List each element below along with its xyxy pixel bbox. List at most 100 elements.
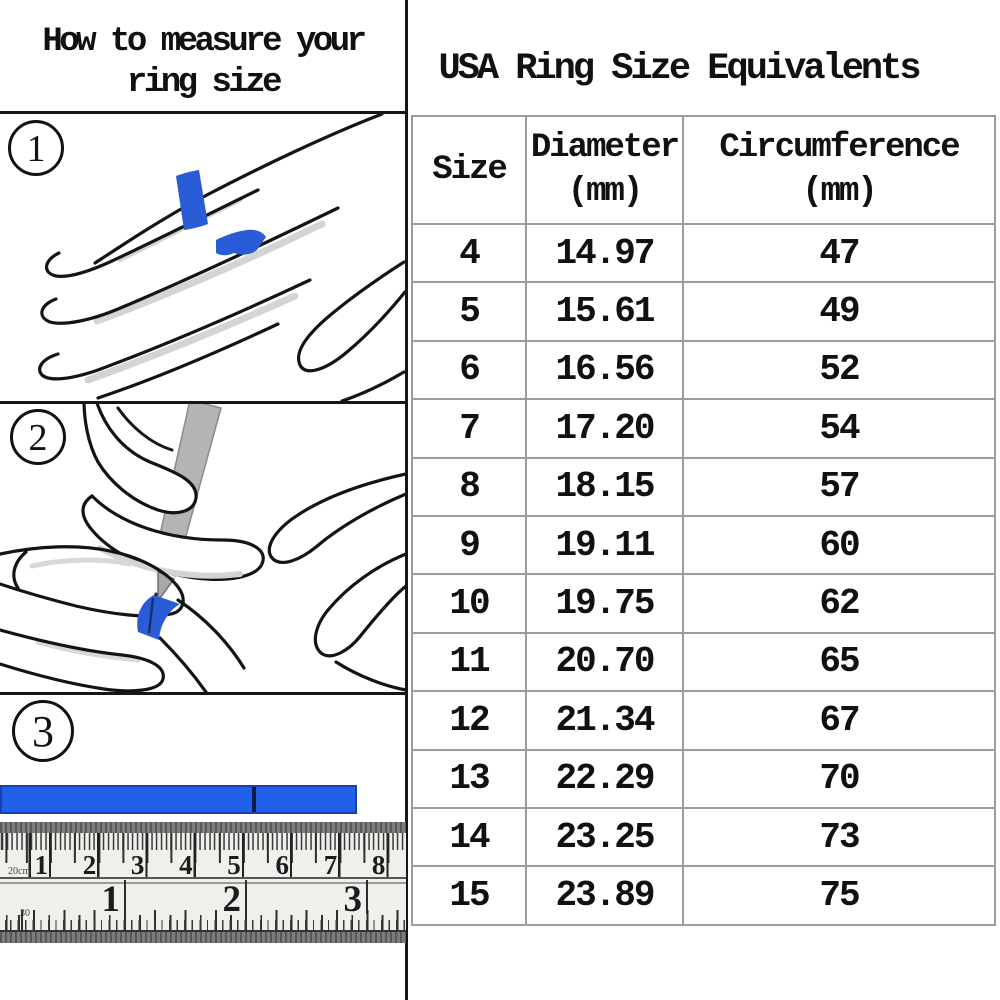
step3-number-badge: 3 xyxy=(12,700,74,762)
ruler-cm-number: 4 xyxy=(179,850,193,880)
cell-diameter: 18.15 xyxy=(525,456,684,517)
table-row: 9 19.11 60 xyxy=(411,514,996,576)
table-row: 13 22.29 70 xyxy=(411,748,996,809)
ruler-cm-ticks xyxy=(0,833,406,878)
cell-circumference: 60 xyxy=(682,514,996,576)
ruler-bottom-edge xyxy=(0,932,406,943)
cell-circumference: 75 xyxy=(682,865,996,926)
ring-size-table: Size Diameter (mm) Circumference (mm) 4 … xyxy=(411,115,996,926)
cell-circumference: 70 xyxy=(682,748,996,809)
cell-size: 12 xyxy=(411,690,527,751)
separator-line xyxy=(0,692,406,695)
ruler-cm-number: 7 xyxy=(323,850,338,880)
cell-circumference: 52 xyxy=(682,339,996,401)
cell-diameter: 20.70 xyxy=(525,631,684,693)
cell-diameter: 17.20 xyxy=(525,398,684,459)
lower-hand-shading xyxy=(29,557,141,663)
blue-ring-band xyxy=(137,595,180,640)
cell-size: 15 xyxy=(411,865,527,926)
step2-marking-strip-illustration xyxy=(0,404,406,692)
cell-diameter: 14.97 xyxy=(525,222,684,284)
ruler-cm-number: 2 xyxy=(82,850,97,880)
ruler-cm-number: 5 xyxy=(227,850,241,880)
panel-divider-line xyxy=(405,0,408,1000)
table-row: 10 19.75 62 xyxy=(411,573,996,634)
cell-size: 4 xyxy=(411,222,527,284)
left-title-line2: ring size xyxy=(126,64,283,102)
header-circumference-label: Circumference xyxy=(719,129,960,167)
holding-hand xyxy=(81,404,265,581)
ruler-divider-line xyxy=(0,882,406,884)
cell-diameter: 19.11 xyxy=(525,514,684,576)
header-circumference: Circumference (mm) xyxy=(682,115,996,225)
cell-size: 7 xyxy=(411,398,527,459)
table-row: 14 23.25 73 xyxy=(411,806,996,868)
cell-diameter: 23.89 xyxy=(525,865,684,926)
ruler-inch-mark xyxy=(244,880,247,914)
ruler-divider-line xyxy=(0,877,406,879)
cell-diameter: 23.25 xyxy=(525,806,684,868)
cell-size: 5 xyxy=(411,281,527,342)
cell-circumference: 47 xyxy=(682,222,996,284)
cell-diameter: 21.34 xyxy=(525,690,684,751)
ruler-cm-scale-label: 20cm xyxy=(8,866,31,877)
left-title-line1: How to measure your xyxy=(42,23,367,61)
ruler-inch-number: 3 xyxy=(343,879,363,920)
ruler-cm-number: 3 xyxy=(130,850,145,880)
blue-strip-flat xyxy=(0,785,357,814)
header-size: Size xyxy=(411,115,527,225)
header-diameter-label: Diameter xyxy=(530,129,680,167)
table-row: 11 20.70 65 xyxy=(411,631,996,693)
ruler-cm-number: 6 xyxy=(275,850,290,880)
cell-size: 6 xyxy=(411,339,527,401)
cell-size: 14 xyxy=(411,806,527,868)
header-size-label: Size xyxy=(432,151,508,189)
ruler-inch-number: 2 xyxy=(222,879,242,920)
cell-circumference: 62 xyxy=(682,573,996,634)
table-row: 12 21.34 67 xyxy=(411,690,996,751)
table-row: 6 16.56 52 xyxy=(411,339,996,401)
table-row: 5 15.61 49 xyxy=(411,281,996,342)
cell-size: 13 xyxy=(411,748,527,809)
header-circumference-unit: (mm) xyxy=(802,173,878,211)
cell-size: 8 xyxy=(411,456,527,517)
cell-size: 10 xyxy=(411,573,527,634)
separator-line xyxy=(0,111,406,114)
ruler-cm-number: 8 xyxy=(371,850,386,880)
table-title: USA Ring Size Equivalents xyxy=(438,48,921,90)
hand-outline xyxy=(38,114,406,401)
left-panel-title: How to measure your ring size xyxy=(0,22,406,104)
table-row: 15 23.89 75 xyxy=(411,865,996,926)
header-diameter: Diameter (mm) xyxy=(525,115,684,225)
step2-number-badge: 2 xyxy=(10,409,66,465)
ruler-top-edge xyxy=(0,822,406,833)
strip-pen-mark xyxy=(252,787,256,812)
table-row: 7 17.20 54 xyxy=(411,398,996,459)
cell-size: 9 xyxy=(411,514,527,576)
ruler-sixteenth-inch-ticks xyxy=(0,920,406,930)
ruler-baseline xyxy=(0,930,406,932)
cell-diameter: 15.61 xyxy=(525,281,684,342)
ruler-inch-number: 1 xyxy=(101,879,121,920)
table-row: 8 18.15 57 xyxy=(411,456,996,517)
measured-hand-outline xyxy=(0,545,246,692)
cell-circumference: 73 xyxy=(682,806,996,868)
step1-number-badge: 1 xyxy=(8,120,64,176)
table-header-row: Size Diameter (mm) Circumference (mm) xyxy=(411,115,996,225)
cell-size: 11 xyxy=(411,631,527,693)
ruler-inch-mark xyxy=(365,880,368,914)
cell-circumference: 67 xyxy=(682,690,996,751)
step1-hand-with-strip-illustration xyxy=(38,114,406,401)
ruler-inch-mark xyxy=(123,880,126,914)
header-diameter-unit: (mm) xyxy=(567,173,644,211)
cell-diameter: 22.29 xyxy=(525,748,684,809)
table-row: 4 14.97 47 xyxy=(411,222,996,284)
cell-circumference: 49 xyxy=(682,281,996,342)
cell-diameter: 19.75 xyxy=(525,573,684,634)
right-hand-outline xyxy=(267,472,406,692)
separator-line xyxy=(0,401,406,404)
cell-circumference: 54 xyxy=(682,398,996,459)
ruler-cm-number: 1 xyxy=(34,850,49,880)
